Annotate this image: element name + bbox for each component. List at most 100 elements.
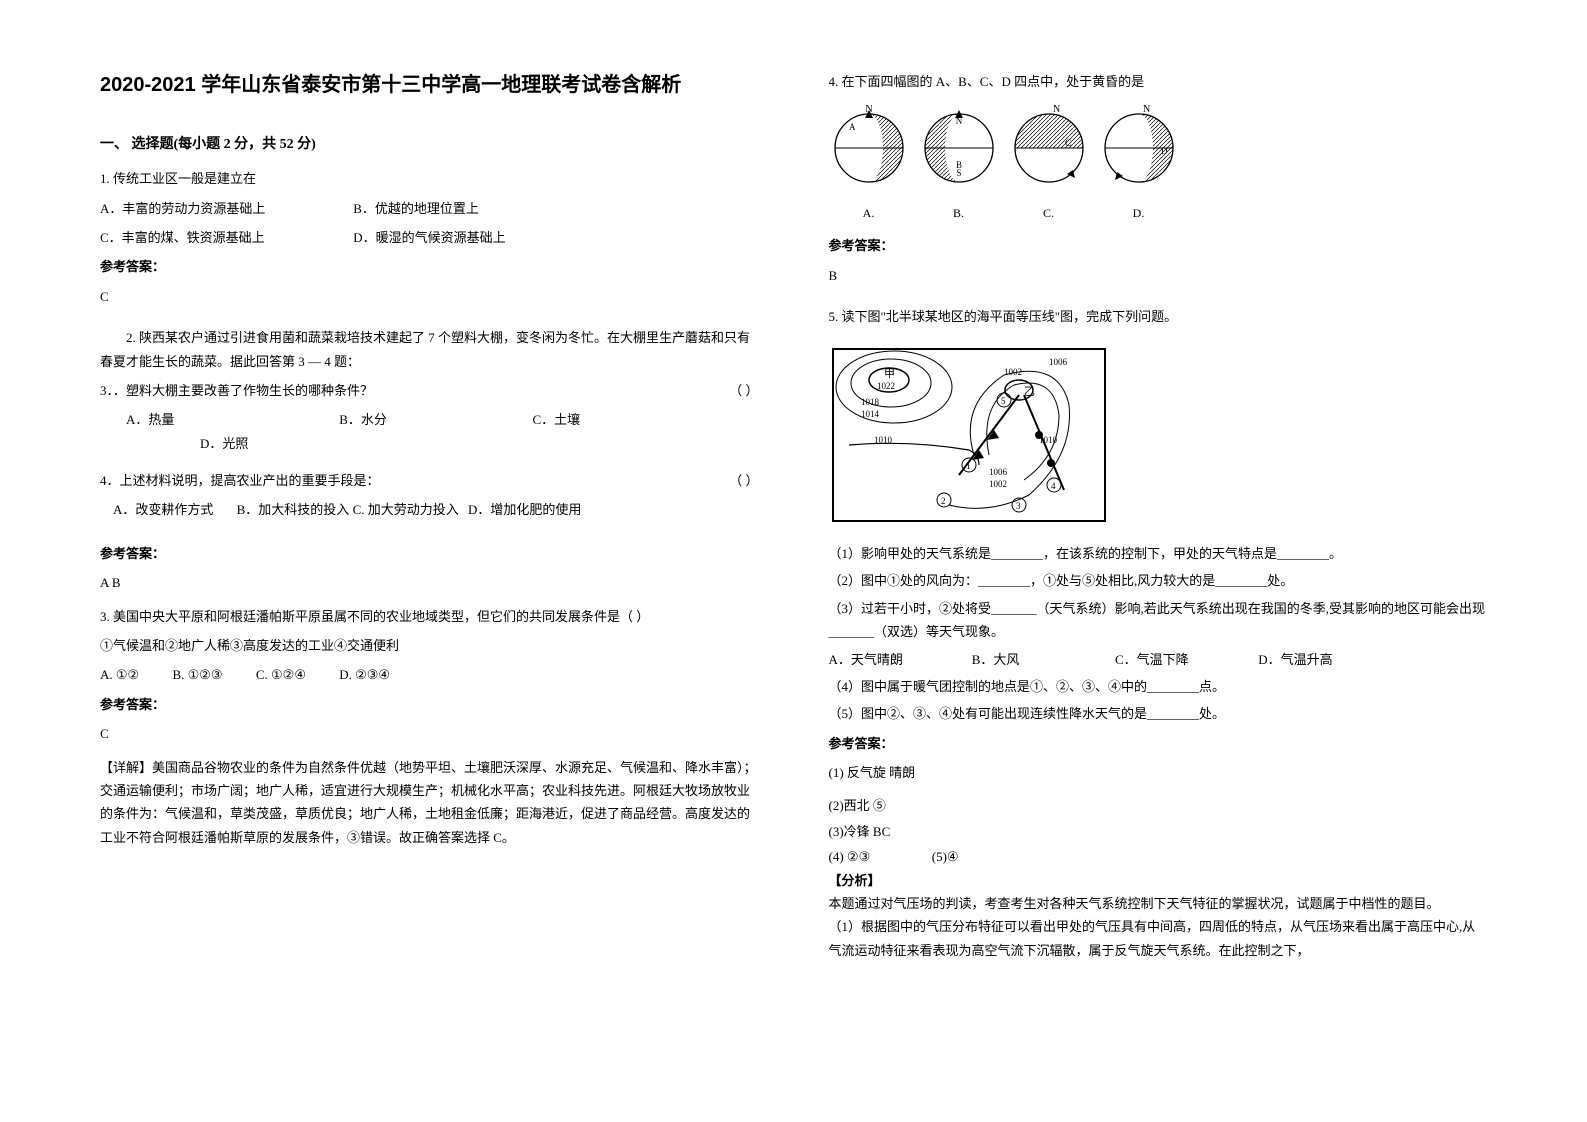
globe-c-wrap: N C C. [1009,103,1089,224]
globe-figures: N A A. N S B B. [829,103,1488,224]
svg-text:C: C [1065,138,1071,148]
q34-answer: A B [100,571,759,594]
q5-sub3-optA: A．天气晴朗 [829,648,969,671]
q4-text: 4. 在下面四幅图的 A、B、C、D 四点中，处于黄昏的是 [829,70,1488,93]
q3main-optB: B. ①②③ [172,663,222,686]
exam-title: 2020-2021 学年山东省泰安市第十三中学高一地理联考试卷含解析 [100,70,759,100]
map-label-yi: 乙 [1024,385,1035,398]
q5-sub2: （2）图中①处的风向为：________，①处与⑤处相比,风力较大的是_____… [829,569,1488,592]
q4sub-row: 4．上述材料说明，提高农业产出的重要手段是： （ ） [100,469,759,492]
q3sub-options: A．热量 B．水分 C．土壤 D．光照 [100,408,759,455]
q4sub-optD: D．增加化肥的使用 [468,502,581,517]
svg-text:B: B [955,160,961,170]
q5-ans1: (1) 反气旋 晴朗 [829,761,1488,784]
globe-a-label: A. [829,203,909,225]
q5-ans5: (5)④ [932,849,959,864]
q3main-conditions: ①气候温和②地广人稀③高度发达的工业④交通便利 [100,634,759,657]
q3sub-blank: （ ） [729,379,758,402]
q5-sub5: （5）图中②、③、④处有可能出现连续性降水天气的是________处。 [829,702,1488,725]
q5-detail1: （1）根据图中的气压分布特征可以看出甲处的气压具有中间高，四周低的特点，从气压场… [829,915,1488,962]
q4sub-options: A．改变耕作方式 B．加大科技的投入 C. 加大劳动力投入 D．增加化肥的使用 [113,498,759,521]
q5-sub3-opts: A．天气晴朗 B．大风 C．气温下降 D．气温升高 [829,648,1488,671]
q3main-answer-label: 参考答案： [100,693,759,716]
q1-answer-label: 参考答案： [100,255,759,278]
q4-answer: B [829,264,1488,287]
globe-d-icon: N D [1099,103,1179,193]
map-iso-1006a: 1006 [1049,357,1068,367]
q4sub-blank: （ ） [729,469,758,492]
q3main-options: A. ①② B. ①②③ C. ①②④ D. ②③④ [100,663,759,686]
q1-optA: A．丰富的劳动力资源基础上 [100,197,320,220]
q5-sub3-optD: D．气温升高 [1258,648,1398,671]
map-num-4: 4 [1051,481,1056,491]
q5-answer-label: 参考答案： [829,732,1488,755]
globe-c-icon: N C [1009,103,1089,193]
q2-intro: 2. 陕西某农户通过引进食用菌和蔬菜栽培技术建起了 7 个塑料大棚，变冬闲为冬忙… [100,326,759,373]
section-heading: 一、 选择题(每小题 2 分，共 52 分) [100,132,759,157]
q1-options: A．丰富的劳动力资源基础上 B．优越的地理位置上 [100,197,759,220]
q5-sub3-optB: B．大风 [972,648,1112,671]
q3main-explain: 【详解】美国商品谷物农业的条件为自然条件优越（地势平坦、土壤肥沃深厚、水源充足、… [100,756,759,850]
q1-text: 1. 传统工业区一般是建立在 [100,167,759,190]
q5-analysis-label: 【分析】 [829,869,1488,892]
q5-text: 5. 读下图"北半球某地区的海平面等压线"图，完成下列问题。 [829,305,1488,328]
map-num-2: 2 [941,496,946,506]
q5-sub1: （1）影响甲处的天气系统是________，在该系统的控制下，甲处的天气特点是_… [829,542,1488,565]
map-iso-1002a: 1002 [1004,367,1022,377]
question-4sub: 4．上述材料说明，提高农业产出的重要手段是： （ ） A．改变耕作方式 B．加大… [100,469,759,528]
svg-text:A: A [849,122,856,132]
map-iso-1022: 1022 [877,381,895,391]
q4sub-optB: B．加大科技的投入 [237,502,350,517]
q5-analysis: 本题通过对气压场的判读，考查考生对各种天气系统控制下天气特征的掌握状况，试题属于… [829,892,1488,915]
q3sub-optB: B．水分 [339,408,499,431]
q5-ans45: (4) ②③ (5)④ [829,845,1488,868]
q5-sub3: （3）过若干小时，②处将受_______（天气系统）影响,若此天气系统出现在我国… [829,597,1488,644]
globe-d-label: D. [1099,203,1179,225]
q34-answer-label: 参考答案： [100,542,759,565]
question-4main: 4. 在下面四幅图的 A、B、C、D 四点中，处于黄昏的是 N A A. [829,70,1488,297]
q5-ans4: (4) ②③ [829,845,929,868]
globe-c-label: C. [1009,203,1089,225]
question-1: 1. 传统工业区一般是建立在 A．丰富的劳动力资源基础上 B．优越的地理位置上 … [100,167,759,318]
q3main-text: 3. 美国中央大平原和阿根廷潘帕斯平原虽属不同的农业地域类型，但它们的共同发展条… [100,605,759,628]
globe-a-icon: N A [829,103,909,193]
q5-sub3-optC: C．气温下降 [1115,648,1255,671]
right-column: 4. 在下面四幅图的 A、B、C、D 四点中，处于黄昏的是 N A A. [829,70,1488,1052]
globe-b-label: B. [919,203,999,225]
svg-text:N: N [1143,104,1150,115]
q3sub-optA: A．热量 [126,408,306,431]
map-iso-1014: 1014 [861,409,880,419]
q3main-optC: C. ①②④ [256,663,306,686]
q5-sub4: （4）图中属于暖气团控制的地点是①、②、③、④中的________点。 [829,675,1488,698]
globe-b-icon: N S B [919,103,999,193]
q5-ans3: (3)冷锋 BC [829,820,1488,843]
q1-answer: C [100,285,759,308]
q1-optB: B．优越的地理位置上 [353,197,479,220]
globe-d-wrap: N D D. [1099,103,1179,224]
map-iso-1002b: 1002 [989,479,1007,489]
q4sub-text: 4．上述材料说明，提高农业产出的重要手段是： [100,473,380,488]
q3sub-row: 3．．塑料大棚主要改善了作物生长的哪种条件？ （ ） [100,379,759,402]
question-5: 5. 读下图"北半球某地区的海平面等压线"图，完成下列问题。 甲 1022 10… [829,305,1488,962]
globe-a-wrap: N A A. [829,103,909,224]
map-iso-1018: 1018 [861,397,880,407]
q3main-optD: D. ②③④ [339,663,390,686]
q4-answer-label: 参考答案： [829,234,1488,257]
q1-options2: C．丰富的煤、铁资源基础上 D．暖湿的气候资源基础上 [100,226,759,249]
q4sub-optA: A．改变耕作方式 [113,502,213,517]
question-3main: 3. 美国中央大平原和阿根廷潘帕斯平原虽属不同的农业地域类型，但它们的共同发展条… [100,605,759,850]
q5-ans2: (2)西北 ⑤ [829,794,1488,817]
map-num-1: 1 [966,461,971,471]
left-column: 2020-2021 学年山东省泰安市第十三中学高一地理联考试卷含解析 一、 选择… [100,70,759,1052]
q1-optD: D．暖湿的气候资源基础上 [353,226,505,249]
q4sub-optC: C. 加大劳动力投入 [353,502,459,517]
map-num-3: 3 [1016,501,1021,511]
q3main-optA: A. ①② [100,663,139,686]
map-iso-1006b: 1006 [989,467,1008,477]
map-num-5: 5 [1001,396,1006,406]
globe-b-wrap: N S B B. [919,103,999,224]
q3main-answer: C [100,722,759,745]
q3sub-optC: C．土壤 [533,408,581,431]
q3sub-text: 3．．塑料大棚主要改善了作物生长的哪种条件？ [100,383,373,398]
pressure-map-icon: 甲 1022 1018 1014 乙 1002 1006 1010 1010 1… [829,345,1109,525]
